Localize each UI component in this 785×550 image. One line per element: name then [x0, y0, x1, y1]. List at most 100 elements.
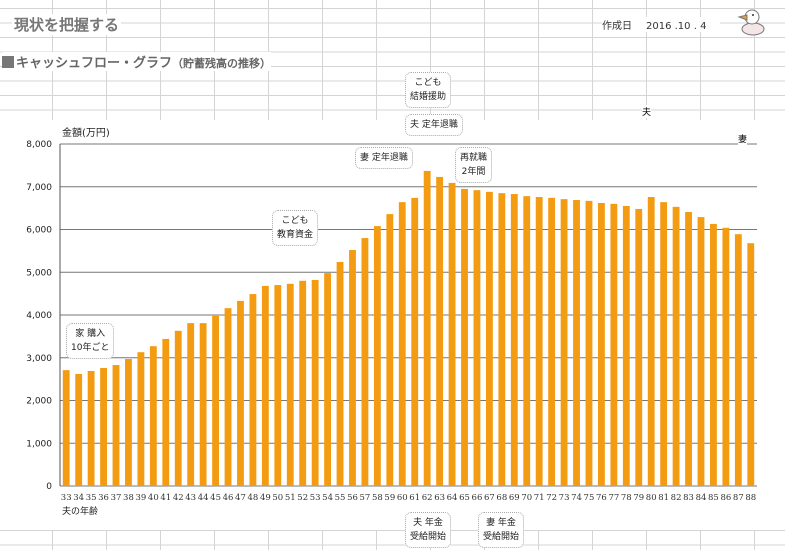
x-tick-label: 69: [509, 493, 520, 503]
x-tick-label: 79: [633, 493, 644, 503]
duck-mascot-icon: [737, 9, 765, 36]
x-tick-label: 76: [596, 493, 607, 503]
x-tick-label: 54: [322, 493, 333, 503]
annotation-line: こども: [414, 78, 442, 88]
annotation-line: 教育資金: [277, 230, 314, 240]
annotation-line: こども: [281, 216, 309, 226]
x-tick-label: 68: [496, 493, 507, 503]
x-tick-label: 86: [720, 493, 731, 503]
x-tick-label: 63: [434, 493, 445, 503]
annotation-line: 結婚援助: [410, 92, 447, 102]
bar: [622, 205, 630, 487]
x-tick-label: 56: [347, 493, 358, 503]
bar: [137, 352, 145, 486]
chart-annotation: 妻: [738, 132, 748, 145]
x-tick-label: 65: [459, 493, 470, 503]
bar: [647, 197, 655, 486]
bar: [722, 227, 730, 486]
bar: [174, 330, 182, 486]
bar: [75, 373, 83, 486]
x-tick-label: 77: [608, 493, 619, 503]
annotation-line: 受給開始: [410, 532, 447, 542]
y-tick-label: 3,000: [26, 354, 52, 364]
x-tick-label: 47: [235, 493, 246, 503]
bar: [710, 223, 717, 486]
bar: [635, 208, 643, 486]
x-tick-label: 62: [422, 493, 433, 503]
x-tick-label: 57: [360, 493, 371, 503]
x-tick-label: 74: [571, 493, 582, 503]
bar: [199, 323, 207, 486]
x-tick-label: 87: [733, 493, 744, 503]
section-title: キャッシュフロー・グラフ（貯蓄残高の推移）: [2, 52, 272, 71]
date-label: 作成日: [602, 21, 632, 32]
x-tick-label: 78: [621, 493, 632, 503]
annotation-line: 夫 定年退職: [410, 120, 458, 130]
x-tick-label: 82: [671, 493, 682, 503]
bar: [112, 365, 120, 486]
chart-annotation: 再就職 2年間: [455, 147, 493, 183]
bar: [125, 359, 132, 486]
bar: [212, 315, 220, 486]
x-tick-label: 51: [285, 493, 296, 503]
x-tick-label: 35: [86, 493, 97, 503]
x-tick-label: 81: [658, 493, 669, 503]
y-tick-label: 5,000: [26, 268, 52, 278]
x-tick-label: 42: [173, 493, 184, 503]
bar: [349, 250, 356, 486]
annotation-line: 家 購入: [75, 329, 106, 339]
bar: [311, 279, 319, 486]
bar: [149, 346, 157, 486]
x-tick-label: 66: [472, 493, 483, 503]
chart-annotation: 夫 年金 受給開始: [405, 512, 452, 548]
bar: [224, 308, 232, 486]
bar: [585, 200, 593, 487]
x-tick-label: 85: [708, 493, 719, 503]
bar: [573, 200, 580, 486]
x-tick-label: 41: [160, 493, 171, 503]
chart-annotation: 夫: [642, 105, 652, 118]
x-tick-label: 33: [61, 493, 72, 503]
chart-annotation: 夫 定年退職: [405, 114, 463, 136]
chart-annotation: 妻 年金 受給開始: [478, 512, 525, 548]
chart-annotation: こども 教育資金: [272, 210, 319, 246]
y-tick-label: 7,000: [26, 183, 52, 193]
cashflow-chart: 金額(万円) 0 1,000 2,000 3,000 4,000 5,000 6,000 7,0…: [0, 72, 785, 548]
x-tick-label: 43: [185, 493, 196, 503]
x-tick-label: 61: [409, 493, 420, 503]
x-tick-label: 88: [745, 493, 756, 503]
bar: [697, 217, 705, 486]
bar: [324, 273, 332, 486]
bar: [187, 323, 195, 486]
bar: [685, 211, 692, 486]
annotation-line: 妻 定年退職: [360, 153, 408, 163]
y-tick-label: 2,000: [26, 397, 52, 407]
bar: [672, 206, 680, 486]
section-title-text: キャッシュフロー・グラフ: [16, 56, 173, 71]
y-tick-label: 1,000: [26, 439, 52, 449]
bar: [510, 194, 518, 486]
x-axis-title: 夫の年齢: [62, 505, 98, 517]
bar: [261, 285, 269, 486]
bar: [560, 199, 568, 486]
x-tick-label: 44: [198, 493, 209, 503]
bar: [747, 243, 755, 486]
x-tick-label: 59: [384, 493, 395, 503]
x-tick-label: 39: [135, 493, 146, 503]
y-tick-label: 4,000: [26, 311, 52, 321]
bar: [62, 370, 70, 486]
page-title: 現状を把握する: [12, 14, 122, 35]
annotation-line: 受給開始: [483, 532, 520, 542]
bar: [162, 338, 170, 486]
x-tick-label: 67: [484, 493, 495, 503]
y-tick-label: 8,000: [26, 140, 52, 150]
bar: [373, 226, 381, 486]
x-tick-label: 46: [223, 493, 234, 503]
bar: [386, 214, 394, 487]
bar: [286, 283, 294, 486]
x-tick-label: 49: [260, 493, 271, 503]
bar: [461, 188, 468, 486]
date-value: 2016 .10 . 4: [646, 21, 707, 32]
x-tick-label: 36: [98, 493, 109, 503]
bar: [100, 368, 107, 486]
